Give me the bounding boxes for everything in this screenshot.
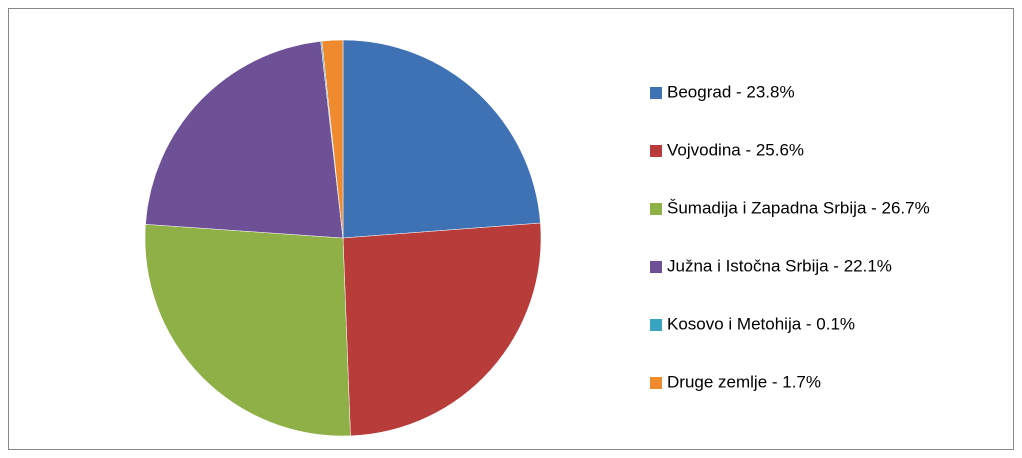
legend-label: Šumadija i Zapadna Srbija - 26.7%: [667, 198, 930, 217]
legend: Beograd - 23.8% Vojvodina - 25.6% Šumadija…: [650, 82, 930, 391]
legend-label: Vojvodina - 25.6%: [667, 140, 804, 159]
pie-slice: [342, 39, 541, 239]
pie-slice: [321, 39, 344, 239]
legend-label: Kosovo i Metohija - 0.1%: [667, 314, 855, 333]
legend-swatch: [650, 261, 662, 273]
pie-slice: [145, 40, 344, 239]
legend-swatch: [650, 87, 662, 99]
legend-swatch: [650, 377, 662, 389]
pie-slice: [342, 222, 542, 437]
pie-slice: [144, 224, 351, 437]
legend-label: Južna i Istočna Srbija - 22.1%: [667, 256, 892, 275]
legend-swatch: [650, 145, 662, 157]
pie: [144, 39, 542, 437]
legend-swatch: [650, 203, 662, 215]
legend-swatch: [650, 319, 662, 331]
legend-label: Beograd - 23.8%: [667, 82, 795, 101]
legend-label: Druge zemlje - 1.7%: [667, 372, 821, 391]
